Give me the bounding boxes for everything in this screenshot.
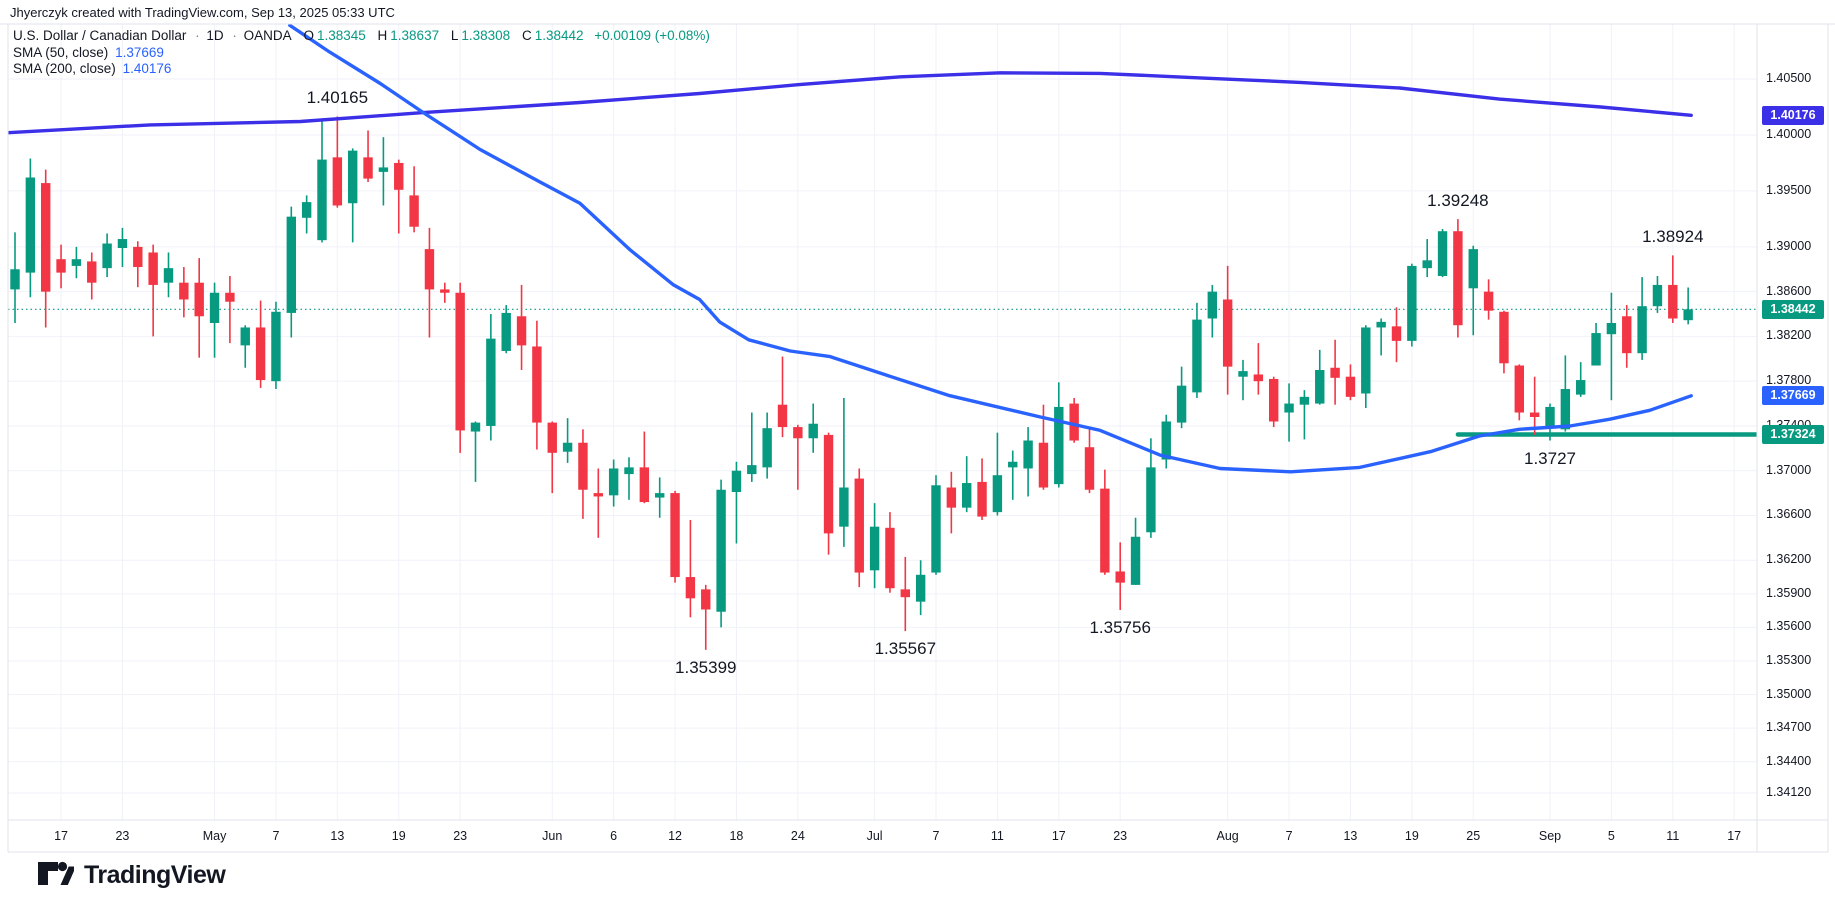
legend-separator: · [232, 28, 237, 43]
ohlc-low-value: 1.38308 [461, 28, 511, 43]
time-tick-label: 7 [1285, 829, 1293, 843]
time-tick-label: 19 [391, 829, 406, 843]
ohlc-close-value: 1.38442 [534, 28, 584, 43]
symbol-legend-row[interactable]: U.S. Dollar / Canadian Dollar · 1D · OAN… [13, 28, 713, 45]
ohlc-high-value: 1.38637 [390, 28, 440, 43]
price-tick-label: 1.36200 [1766, 552, 1812, 567]
price-axis-badge: 1.37324 [1762, 424, 1824, 444]
ohlc-open-value: 1.38345 [316, 28, 366, 43]
price-axis-badge: 1.37669 [1762, 386, 1824, 406]
price-tick-label: 1.40500 [1766, 71, 1812, 85]
change-value: +0.00109 (+0.08%) [594, 28, 710, 43]
price-axis[interactable]: 1.40500 1.40000 1.39500 1.39000 1.38600 1.382… [1757, 24, 1835, 852]
price-tick-label: 1.39500 [1766, 182, 1812, 197]
time-tick-label: 13 [1343, 829, 1358, 843]
time-tick-label: 24 [790, 829, 805, 843]
ohlc-high-label: H [377, 28, 388, 43]
plot-area[interactable] [7, 24, 1763, 820]
time-tick-label: Aug [1216, 829, 1239, 843]
ohlc-open-label: O [303, 28, 314, 43]
time-tick-label: Jun [542, 829, 563, 843]
sma200-legend-row[interactable]: SMA (200, close) 1.40176 [13, 61, 713, 78]
price-tick-label: 1.34120 [1766, 785, 1812, 800]
price-tick-label: 1.35600 [1766, 619, 1812, 634]
time-tick-label: 19 [1404, 829, 1419, 843]
time-tick-label: 13 [330, 829, 345, 843]
chart-legend: U.S. Dollar / Canadian Dollar · 1D · OAN… [13, 28, 713, 78]
price-tick-label: 1.37000 [1766, 462, 1812, 477]
time-tick-label: 23 [1113, 829, 1128, 843]
price-axis-badge: 1.40176 [1762, 105, 1824, 125]
price-tick-label: 1.38600 [1766, 283, 1812, 298]
time-tick-label: 7 [272, 829, 280, 843]
price-tick-label: 1.36600 [1766, 507, 1812, 522]
ohlc-close-label: C [521, 28, 532, 43]
symbol-title: U.S. Dollar / Canadian Dollar [13, 28, 187, 43]
sma200-value: 1.40176 [122, 61, 172, 76]
time-tick-label: 25 [1466, 829, 1481, 843]
time-tick-label: Jul [866, 829, 883, 843]
price-tick-label: 1.39000 [1766, 238, 1812, 253]
sma50-label: SMA (50, close) [13, 44, 109, 60]
time-tick-label: 17 [54, 829, 68, 843]
time-axis[interactable]: 17 23 May 7 13 19 23 Jun 6 12 18 24 Jul 7 11 17 23 Aug 7 13… [0, 820, 1757, 852]
tradingview-logo-text: TradingView [84, 860, 226, 889]
price-tick-label: 1.40000 [1766, 126, 1812, 141]
time-tick-label: Sep [1538, 829, 1562, 843]
time-tick-label: 6 [610, 829, 618, 843]
price-axis-badge: 1.38442 [1762, 299, 1824, 319]
time-tick-label: 11 [990, 829, 1004, 843]
price-tick-label: 1.35300 [1766, 652, 1812, 667]
sma50-value: 1.37669 [115, 44, 164, 60]
time-tick-label: 17 [1051, 829, 1066, 843]
time-tick-label: May [202, 829, 227, 843]
tradingview-logo[interactable]: TradingView [36, 858, 226, 892]
sma200-label: SMA (200, close) [13, 61, 116, 76]
symbol-interval: 1D [206, 28, 224, 43]
time-tick-label: 5 [1607, 829, 1615, 843]
tradingview-logo-icon [38, 861, 74, 885]
ohlc-low-label: L [450, 28, 459, 43]
time-tick-label: 23 [115, 829, 130, 843]
time-tick-label: 12 [668, 829, 682, 843]
price-tick-label: 1.35900 [1766, 585, 1812, 600]
time-tick-label: 17 [1727, 829, 1742, 843]
price-tick-label: 1.35000 [1766, 686, 1812, 701]
time-tick-label: 18 [729, 829, 744, 843]
symbol-exchange: OANDA [243, 28, 292, 43]
price-tick-label: 1.37800 [1766, 373, 1812, 388]
price-tick-label: 1.34400 [1766, 753, 1812, 768]
time-tick-label: 23 [453, 829, 468, 843]
sma50-legend-row[interactable]: SMA (50, close) 1.37669 [13, 45, 713, 62]
price-tick-label: 1.38200 [1766, 328, 1812, 343]
legend-separator: · [195, 28, 200, 43]
time-tick-label: 7 [932, 829, 940, 843]
price-tick-label: 1.34700 [1766, 720, 1812, 735]
time-tick-label: 11 [1666, 829, 1680, 843]
attribution-text: Jhyerczyk created with TradingView.com, … [10, 5, 395, 20]
